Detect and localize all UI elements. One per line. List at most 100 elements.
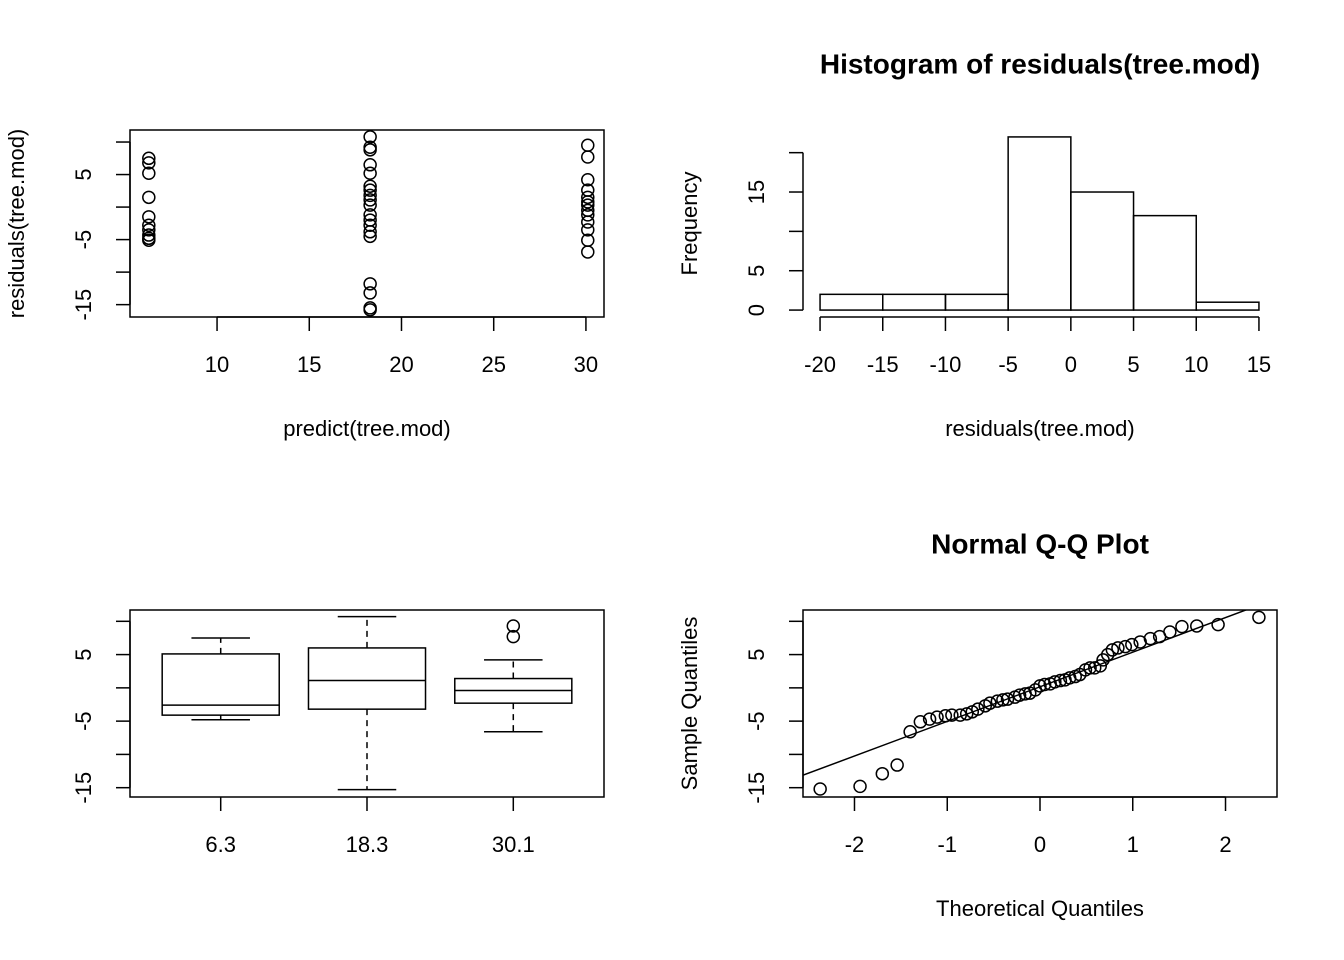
x-tick-label: -15 xyxy=(867,352,899,377)
y-tick-label: -5 xyxy=(71,711,96,731)
point xyxy=(945,708,959,722)
bar xyxy=(1132,214,1197,311)
outlier xyxy=(506,629,521,644)
point xyxy=(363,143,377,157)
x-tick-label: 15 xyxy=(1247,352,1271,377)
point xyxy=(581,208,595,222)
point xyxy=(142,166,156,181)
y-tick-label: -15 xyxy=(744,772,769,804)
y-tick-label: -15 xyxy=(71,289,96,321)
y-axis-label: Sample Quantiles xyxy=(677,617,702,791)
point xyxy=(142,223,156,237)
x-tick-label: 5 xyxy=(1127,352,1139,377)
x-tick-label: 2 xyxy=(1219,832,1231,857)
outlier xyxy=(506,619,521,633)
point xyxy=(142,233,156,247)
point xyxy=(363,193,377,207)
point xyxy=(890,758,904,772)
point xyxy=(142,151,156,166)
x-tick-label: 15 xyxy=(297,352,321,377)
point xyxy=(363,188,377,203)
point xyxy=(875,766,890,781)
point xyxy=(363,158,377,172)
point xyxy=(581,190,595,205)
point xyxy=(1012,688,1027,702)
x-tick-label: -20 xyxy=(804,352,836,377)
point xyxy=(1163,625,1177,639)
box xyxy=(161,653,280,716)
y-tick-label: 5 xyxy=(71,168,96,180)
point xyxy=(363,286,377,300)
point xyxy=(1100,647,1115,662)
point xyxy=(1083,661,1097,675)
point xyxy=(971,702,985,716)
point xyxy=(1111,641,1125,655)
x-tick-label: 0 xyxy=(1065,352,1077,377)
x-tick-label: 30 xyxy=(574,352,598,377)
y-tick-label: 5 xyxy=(71,648,96,660)
point xyxy=(363,229,377,244)
bar xyxy=(1070,191,1135,311)
point xyxy=(581,195,595,209)
x-tick-label: 10 xyxy=(205,352,229,377)
point xyxy=(1000,692,1015,706)
y-axis-label: Frequency xyxy=(677,172,702,276)
point xyxy=(1087,661,1102,675)
point xyxy=(581,138,595,153)
point xyxy=(363,208,377,222)
point xyxy=(1118,639,1133,654)
point xyxy=(142,218,156,233)
bar xyxy=(944,293,1009,311)
x-tick-label: 1 xyxy=(1127,832,1139,857)
point xyxy=(581,150,595,164)
point xyxy=(953,708,967,722)
chart-title: Histogram of residuals(tree.mod) xyxy=(820,48,1260,79)
point xyxy=(363,166,377,181)
point xyxy=(1105,643,1120,657)
x-tick-label: 6.3 xyxy=(205,832,236,857)
point xyxy=(1190,619,1204,633)
point xyxy=(930,710,944,724)
point xyxy=(903,725,917,739)
point xyxy=(1048,675,1062,689)
point xyxy=(363,277,377,291)
point xyxy=(913,715,928,729)
point xyxy=(363,183,377,197)
x-tick-label: -1 xyxy=(937,832,957,857)
point xyxy=(853,779,867,794)
y-tick-label: 0 xyxy=(744,304,769,316)
point xyxy=(813,782,827,796)
y-tick-label: -5 xyxy=(744,711,769,731)
point xyxy=(581,198,595,212)
x-tick-label: -10 xyxy=(930,352,962,377)
x-tick-label: 18.3 xyxy=(346,832,389,857)
chart-title: Normal Q-Q Plot xyxy=(931,528,1149,559)
point xyxy=(581,173,595,187)
point xyxy=(1252,610,1266,625)
x-tick-label: -2 xyxy=(845,832,865,857)
box xyxy=(307,647,427,710)
plot-frame xyxy=(802,609,1278,798)
y-tick-label: 5 xyxy=(744,265,769,277)
point xyxy=(142,156,156,170)
point xyxy=(581,215,595,229)
bar xyxy=(1007,136,1072,311)
point xyxy=(938,709,953,723)
point xyxy=(581,223,595,237)
point xyxy=(1053,673,1068,688)
point xyxy=(142,210,156,224)
point xyxy=(363,179,377,194)
point xyxy=(1143,631,1158,646)
x-tick-label: 25 xyxy=(481,352,505,377)
x-tick-label: 20 xyxy=(389,352,413,377)
x-axis-label: residuals(tree.mod) xyxy=(945,416,1135,441)
point xyxy=(1175,619,1189,634)
point xyxy=(363,218,377,233)
x-tick-label: 0 xyxy=(1034,832,1046,857)
y-axis-label: residuals(tree.mod) xyxy=(4,129,29,319)
point xyxy=(142,228,156,242)
point xyxy=(363,303,377,317)
y-tick-label: -5 xyxy=(71,230,96,250)
point xyxy=(983,696,997,710)
point xyxy=(142,190,156,205)
